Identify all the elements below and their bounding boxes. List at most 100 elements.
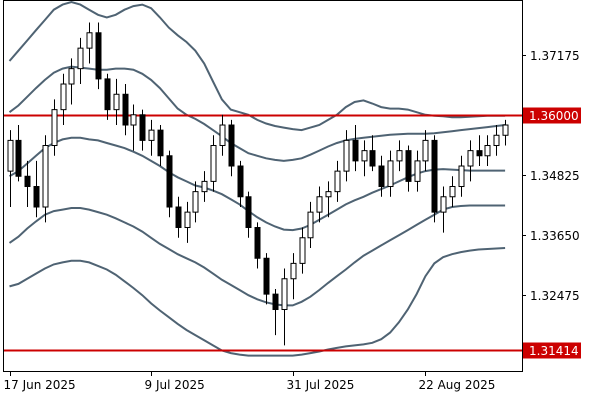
candle-body-bullish [299,237,306,264]
y-axis: 1.37175 1.34825 1.33650 1.32475 [522,49,580,303]
candle [299,227,306,274]
candle [210,135,217,192]
candle-body-bullish [334,170,341,193]
candle [467,140,474,182]
candle-body-bearish [369,150,376,167]
candle [157,125,164,167]
band-line-3 [8,136,506,232]
candle-body-bearish [228,124,235,167]
candle-body-bearish [476,150,483,157]
candle-body-bullish [219,124,226,147]
candle-body-bearish [405,150,412,182]
candle [440,186,447,233]
candle-body-bullish [113,93,120,111]
candle-body-bullish [307,211,314,239]
candle-body-bullish [210,145,217,182]
candle [431,135,438,223]
candle [122,84,129,136]
candle [316,186,323,223]
candle [51,99,58,156]
candle [166,150,173,218]
candle [484,135,491,167]
candle [15,125,22,182]
candle-body-bearish [254,227,261,259]
candle [449,176,456,208]
candle [95,22,102,90]
candle [396,140,403,172]
candle-body-bullish [361,150,368,162]
candle [86,22,93,64]
candle-body-bullish [458,165,465,188]
candle [33,160,40,218]
candle-body-bearish [24,175,31,188]
x-tick-label: 9 Jul 2025 [145,378,205,392]
candle [245,191,252,238]
candle-body-bullish [396,150,403,162]
x-axis: 17 Jun 2025 9 Jul 2025 31 Jul 2025 22 Aug 2… [4,371,496,392]
candle-body-bearish [175,206,182,229]
candles-layer [7,22,509,346]
candle [77,37,84,85]
candle [290,253,297,300]
horizontal-line-badge-1 [523,107,581,124]
candle-body-bearish [139,114,146,141]
candle [68,58,75,105]
candle-body-bullish [467,150,474,167]
candle [387,150,394,197]
candle-body-bullish [68,68,75,85]
horizontal-line-label-1: 1.36000 [529,109,579,123]
candle-body-bearish [378,165,385,188]
candle [369,135,376,172]
candle [228,119,235,177]
candle [175,196,182,238]
candle [104,73,111,120]
candle [502,119,509,146]
candle-body-bullish [414,160,421,182]
candle [405,145,412,192]
candle [325,181,332,218]
candle [414,150,421,192]
candle [334,160,341,202]
candle [281,268,288,346]
y-tick-label: 1.34825 [530,169,580,183]
candle-body-bearish [272,293,279,311]
candle [148,119,155,156]
candle-body-bullish [281,278,288,311]
candle-body-bearish [95,32,102,80]
candle-body-bullish [148,129,155,141]
x-tick-label: 22 Aug 2025 [419,378,496,392]
candle [139,109,146,151]
candle [307,201,314,249]
candle-body-bearish [237,165,244,198]
candle [7,130,14,208]
candle-body-bullish [51,109,58,147]
candle-body-bullish [184,211,191,229]
candle [422,130,429,172]
candle-body-bullish [316,196,323,213]
candle [130,104,137,151]
candle [343,130,350,182]
band-line-5 [9,247,506,357]
band-line-2 [8,65,506,162]
candle-body-bullish [130,114,137,126]
candle-body-bullish [387,160,394,188]
candle-body-bearish [33,186,40,208]
candle-body-bullish [42,145,49,208]
horizontal-line-badge-2 [523,342,581,359]
candle-body-bullish [325,191,332,198]
candle [263,253,270,305]
candle-body-bullish [77,47,84,70]
candle-body-bearish [431,139,438,213]
candle-body-bullish [343,139,350,172]
bands-layer [8,0,506,357]
candle [60,73,67,126]
y-tick-label: 1.32475 [530,289,580,303]
candle [254,222,261,269]
candle [237,160,244,208]
candle [219,114,226,156]
candle [378,155,385,197]
candle-body-bullish [484,145,491,157]
candle [272,289,279,336]
candle-body-bearish [122,93,129,126]
candle-body-bearish [263,257,270,295]
